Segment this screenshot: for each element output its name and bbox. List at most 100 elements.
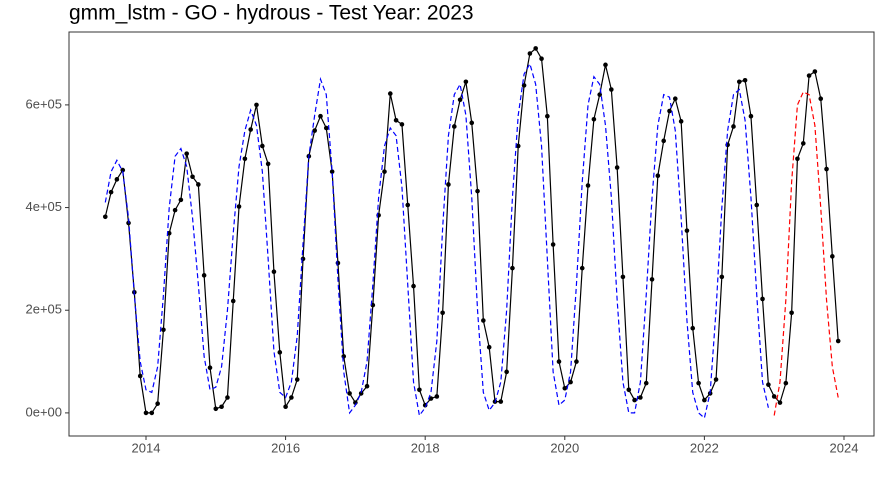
- y-tick-label: 6e+05: [25, 96, 62, 111]
- data-point: [196, 182, 201, 187]
- data-point: [597, 92, 602, 97]
- data-point: [225, 395, 230, 400]
- data-point: [265, 161, 271, 167]
- data-point: [678, 119, 684, 124]
- plot-frame: [68, 31, 875, 437]
- data-point: [347, 391, 352, 396]
- data-point: [457, 97, 463, 103]
- data-point: [446, 182, 451, 187]
- data-point: [358, 391, 364, 396]
- data-point: [504, 369, 509, 375]
- data-point: [626, 387, 632, 393]
- data-point: [818, 96, 824, 102]
- data-point: [614, 165, 620, 170]
- data-point: [609, 87, 614, 92]
- series-line: [104, 47, 839, 414]
- data-point: [161, 327, 166, 333]
- data-point: [556, 359, 562, 364]
- data-point: [318, 113, 323, 119]
- data-point: [463, 79, 469, 85]
- data-point: [428, 396, 434, 401]
- data-point: [236, 204, 242, 209]
- data-point: [289, 395, 294, 400]
- data-point: [271, 269, 277, 275]
- data-point: [143, 410, 149, 416]
- data-point: [702, 397, 707, 403]
- data-point: [632, 397, 637, 403]
- data-point: [120, 167, 126, 173]
- data-point: [201, 273, 207, 278]
- y-tick-label: 2e+05: [25, 302, 62, 317]
- data-point: [760, 296, 765, 302]
- series-line: [773, 91, 839, 416]
- chart-title: gmm_lstm - GO - hydrous - Test Year: 202…: [69, 2, 474, 25]
- data-point: [434, 394, 440, 399]
- data-point: [248, 127, 253, 132]
- data-point: [736, 79, 742, 85]
- data-point: [649, 277, 655, 282]
- data-point: [102, 214, 108, 220]
- data-point: [527, 51, 533, 56]
- data-point: [591, 116, 597, 122]
- x-tick-label: 2016: [271, 440, 300, 455]
- data-point: [515, 143, 521, 149]
- data-point: [335, 260, 341, 266]
- data-point: [178, 197, 184, 203]
- data-point: [777, 400, 783, 405]
- data-point: [603, 62, 608, 68]
- data-point: [748, 113, 754, 119]
- data-point: [312, 128, 317, 133]
- data-point: [190, 174, 195, 180]
- data-point: [713, 377, 719, 382]
- data-point: [114, 177, 120, 182]
- data-point: [766, 382, 771, 387]
- data-point: [545, 113, 550, 119]
- data-point: [242, 156, 248, 162]
- data-point: [789, 310, 794, 316]
- data-point: [754, 202, 760, 208]
- y-tick-label: 0e+00: [25, 404, 62, 419]
- data-point: [486, 344, 492, 350]
- data-point: [137, 373, 143, 379]
- data-point: [254, 102, 259, 108]
- data-point: [795, 156, 800, 162]
- data-point: [498, 399, 504, 404]
- data-point: [475, 188, 480, 194]
- data-point: [451, 124, 457, 129]
- x-tick-label: 2014: [132, 440, 161, 455]
- data-point: [417, 387, 422, 393]
- x-tick-label: 2022: [690, 440, 719, 455]
- data-point: [481, 318, 486, 323]
- data-point: [812, 69, 818, 74]
- data-point: [184, 151, 189, 156]
- data-point: [806, 73, 812, 78]
- data-point: [323, 125, 329, 131]
- data-point: [364, 383, 370, 389]
- data-point: [108, 189, 114, 195]
- data-point: [690, 325, 696, 331]
- data-point: [172, 207, 178, 213]
- y-tick-label: 4e+05: [25, 199, 62, 214]
- data-point: [550, 242, 556, 247]
- data-point: [696, 380, 701, 386]
- data-point: [533, 46, 538, 51]
- data-point: [294, 377, 300, 382]
- data-point: [207, 365, 213, 371]
- data-point: [469, 120, 475, 126]
- data-point: [824, 166, 829, 172]
- data-point: [399, 122, 405, 127]
- data-point: [655, 173, 661, 179]
- data-point: [219, 404, 224, 410]
- series-line: [104, 62, 769, 420]
- data-point: [230, 298, 236, 304]
- data-point: [731, 124, 736, 129]
- data-point: [830, 254, 835, 259]
- data-point: [638, 395, 643, 400]
- data-point: [835, 338, 841, 344]
- data-point: [579, 265, 585, 271]
- data-point: [277, 350, 283, 355]
- data-point: [149, 410, 155, 416]
- x-tick-label: 2018: [411, 440, 440, 455]
